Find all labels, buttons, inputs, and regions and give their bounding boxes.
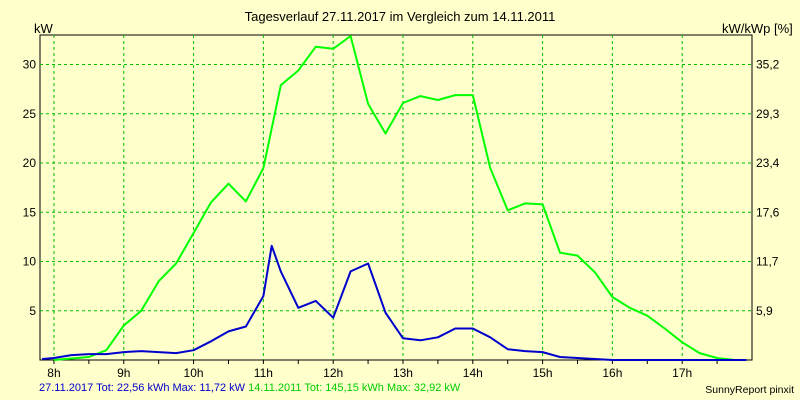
y-tick-label-right: 29,3 [756, 107, 780, 121]
left-axis-unit: kW [34, 21, 54, 36]
series-line-14-11-2011 [53, 35, 747, 361]
y-tick-label-left: 20 [23, 156, 37, 170]
x-tick-label: 16h [602, 366, 622, 380]
x-tick-label: 17h [672, 366, 692, 380]
y-tick-label-right: 5,9 [756, 304, 773, 318]
y-tick-label-right: 11,7 [756, 255, 779, 269]
y-tick-label-left: 30 [23, 58, 37, 72]
x-tick-label: 11h [254, 366, 273, 380]
y-tick-label-left: 10 [23, 255, 37, 269]
credit-text: SunnyReport pinxit [705, 384, 794, 396]
plot-area [39, 34, 753, 361]
y-tick-label-left: 25 [23, 107, 37, 121]
right-axis-unit: kW/kWp [%] [722, 21, 793, 36]
y-tick-label-left: 15 [23, 205, 37, 219]
x-tick-label: 13h [393, 366, 413, 380]
x-tick-label: 14h [463, 366, 483, 380]
y-tick-label-right: 23,4 [756, 156, 780, 170]
x-tick-label: 10h [184, 366, 204, 380]
y-tick-label-left: 5 [29, 304, 36, 318]
footer-series-2011: 14.11.2011 Tot: 145,15 kWh Max: 32,92 kW [248, 382, 461, 394]
y-tick-label-right: 35,2 [756, 58, 780, 72]
chart-title: Tagesverlauf 27.11.2017 im Vergleich zum… [245, 9, 556, 24]
x-tick-label: 15h [533, 366, 553, 380]
x-tick-label: 8h [47, 366, 60, 380]
series-line-27-11-2017 [42, 244, 747, 361]
footer-series-2017: 27.11.2017 Tot: 22,56 kWh Max: 11,72 kW [39, 382, 246, 394]
x-tick-label: 9h [117, 366, 130, 380]
chart-footer: 27.11.2017 Tot: 22,56 kWh Max: 11,72 kW … [39, 382, 460, 394]
x-tick-label: 12h [323, 366, 343, 380]
y-tick-label-right: 17,6 [756, 205, 780, 219]
